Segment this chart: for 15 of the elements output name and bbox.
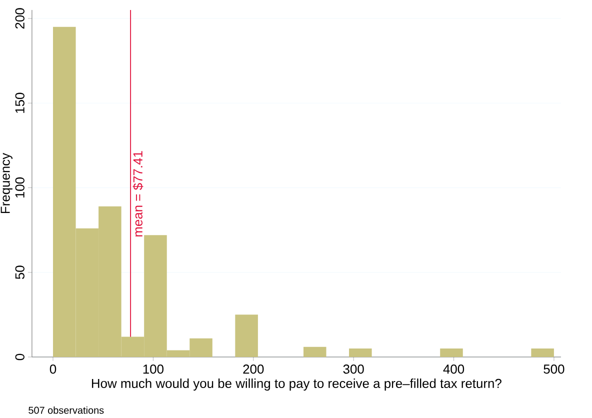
x-tick-label: 100 — [143, 364, 164, 374]
y-tick-label: 150 — [15, 92, 24, 113]
ref-line-label: mean = $77.41 — [132, 151, 144, 236]
x-tick-label: 400 — [443, 364, 464, 374]
x-tick-label: 0 — [50, 364, 56, 374]
x-axis-title: How much would you be willing to pay to receive a pre–filled tax return? — [92, 378, 502, 391]
y-tick-label: 0 — [15, 354, 24, 360]
x-tick-label: 300 — [343, 364, 364, 374]
x-tick-label: 500 — [544, 364, 564, 374]
text: 507 observations — [28, 406, 104, 414]
y-tick-label: 100 — [15, 177, 24, 198]
x-tick-label: 200 — [243, 364, 264, 374]
y-tick-label: 50 — [15, 266, 24, 280]
y-tick-label: 200 — [15, 8, 24, 29]
y-axis-title: Frequency — [0, 152, 12, 214]
